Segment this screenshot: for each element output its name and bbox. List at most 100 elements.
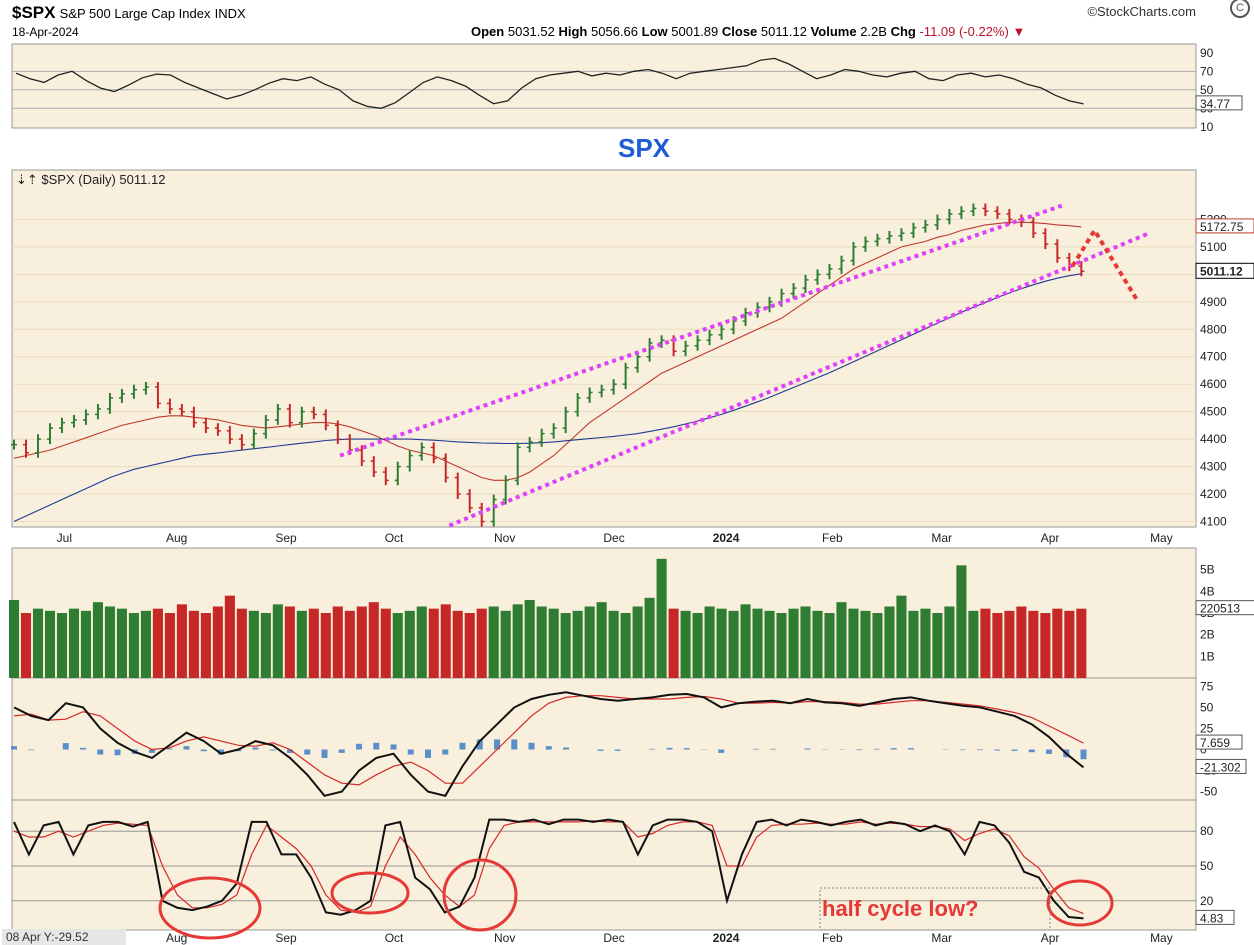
volume-bar — [992, 613, 1003, 678]
volume-bar — [404, 610, 415, 678]
volume-bar — [692, 613, 703, 678]
volume-bar — [464, 613, 475, 678]
macd-histogram-bar — [770, 748, 777, 750]
macd-histogram-bar — [114, 749, 121, 756]
macd-histogram-bar — [1080, 749, 1087, 760]
chg-down-icon: ▼ — [1012, 24, 1026, 39]
macd-histogram-bar — [873, 748, 880, 750]
stoch-tick-label: 80 — [1200, 824, 1214, 838]
low-value: 5001.89 — [671, 24, 719, 39]
price-tick-label: 4800 — [1200, 322, 1227, 336]
volume-bar — [524, 600, 535, 678]
volume-label: Volume — [810, 24, 857, 39]
volume-bar — [248, 610, 259, 678]
macd-histogram-bar — [683, 748, 690, 750]
price-x-label: Mar — [931, 531, 952, 545]
stoch-x-label: Feb — [822, 931, 843, 945]
macd-histogram-bar — [614, 749, 621, 751]
price-panel — [11, 169, 1197, 528]
ma-short-last-box — [1195, 218, 1254, 234]
macd-histogram-bar — [28, 749, 35, 751]
macd-histogram-bar — [218, 749, 225, 755]
rsi-last-box — [1195, 95, 1243, 111]
title-line: $SPX S&P 500 Large Cap Index INDX — [12, 3, 246, 23]
macd-tick-label: 75 — [1200, 679, 1214, 693]
volume-bar — [632, 606, 643, 678]
volume-last-box — [1195, 600, 1254, 616]
ma-short-last-value: 5172.75 — [1200, 220, 1244, 234]
price-x-label: 2024 — [713, 531, 740, 545]
volume-bar — [980, 608, 991, 678]
volume-bar — [584, 606, 595, 678]
volume-bar — [164, 613, 175, 678]
date-label: 18-Apr-2024 — [12, 25, 79, 39]
volume-bar — [344, 610, 355, 678]
price-tick-label: 4600 — [1200, 377, 1227, 391]
macd-histogram-bar — [1046, 749, 1053, 754]
volume-bar — [608, 610, 619, 678]
rsi-last-value: 34.77 — [1200, 97, 1230, 111]
price-x-label: Sep — [275, 531, 297, 545]
volume-bar — [380, 608, 391, 678]
price-tick-label: 4700 — [1200, 350, 1227, 364]
high-value: 5056.66 — [591, 24, 638, 39]
macd-histogram-bar — [666, 747, 673, 750]
open-value: 5031.52 — [507, 24, 555, 39]
stoch-x-label: Oct — [385, 931, 404, 945]
rsi-tick-label: 90 — [1200, 46, 1214, 60]
stoch-tick-label: 50 — [1200, 859, 1214, 873]
price-x-label: Feb — [822, 531, 843, 545]
macd-histogram-bar — [390, 744, 397, 750]
volume-bar — [128, 613, 139, 678]
cycle-low-circle — [442, 858, 518, 932]
volume-bar — [644, 597, 655, 678]
macd-histogram-bar — [200, 749, 207, 752]
volume-bar — [920, 608, 931, 678]
volume-bar — [308, 608, 319, 678]
volume-bar — [872, 613, 883, 678]
stoch-x-label: Mar — [931, 931, 952, 945]
stoch-last-box — [1195, 909, 1235, 925]
volume-bar — [56, 613, 68, 678]
macd-histogram-bar — [856, 749, 863, 751]
cycle-low-circle — [1046, 879, 1114, 927]
macd-histogram-bar — [804, 748, 811, 750]
macd-histogram-bar — [977, 749, 984, 751]
macd-histogram-bar — [1011, 749, 1018, 751]
macd-histogram-bar — [494, 739, 501, 750]
volume-bar — [452, 610, 463, 678]
volume-bar — [620, 613, 631, 678]
macd-tick-label: 25 — [1200, 721, 1214, 735]
stoch-last-value: 4.83 — [1200, 911, 1224, 925]
ma-short-line — [13, 221, 1082, 481]
rsi-tick-label: 50 — [1200, 83, 1214, 97]
volume-bar — [428, 608, 439, 678]
stoch-x-label: Dec — [603, 931, 624, 945]
volume-bar — [236, 608, 247, 678]
volume-bar — [776, 613, 787, 678]
macd-tick-label: -50 — [1200, 785, 1218, 799]
volume-bar — [272, 604, 283, 678]
macd-histogram-bar — [80, 747, 87, 750]
stoch-x-label: 2024 — [713, 931, 740, 945]
volume-bar — [956, 565, 967, 678]
volume-bar — [140, 610, 151, 678]
macd-histogram-bar — [442, 749, 449, 755]
volume-bar — [716, 608, 727, 678]
macd-signal-last-value: 7.659 — [1200, 736, 1230, 750]
volume-bar — [1028, 610, 1039, 678]
macd-histogram-bar — [287, 749, 294, 753]
volume-bar — [104, 606, 115, 678]
volume-tick-label: 4B — [1200, 584, 1215, 598]
volume-bar — [260, 613, 271, 678]
macd-signal-last-box — [1195, 734, 1243, 750]
chg-label: Chg — [890, 24, 916, 39]
price-x-label: Jul — [57, 531, 72, 545]
volume-bar — [536, 606, 547, 678]
volume-bar — [656, 558, 667, 678]
volume-bar — [668, 608, 679, 678]
price-tick-label: 5100 — [1200, 240, 1227, 254]
info-icon[interactable]: C — [1230, 0, 1250, 18]
volume-bar — [824, 613, 835, 678]
